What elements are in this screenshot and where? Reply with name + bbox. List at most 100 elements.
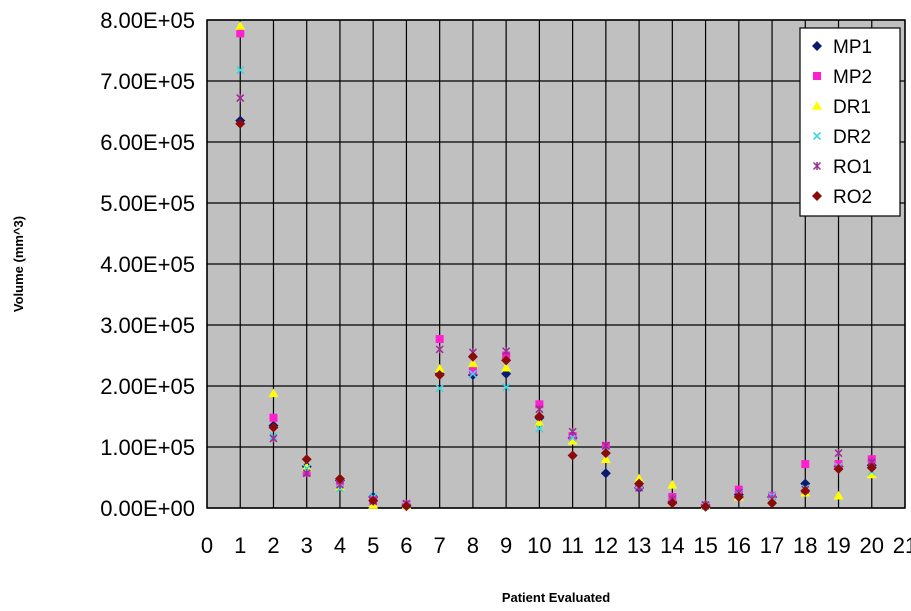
point-dr1-8 bbox=[467, 358, 478, 368]
x-tick-label: 12 bbox=[594, 533, 618, 558]
point-ro2-12 bbox=[600, 448, 611, 459]
x-tick-label: 21 bbox=[893, 533, 911, 558]
point-ro1-19 bbox=[834, 449, 843, 458]
legend-label-mp1: MP1 bbox=[833, 37, 872, 58]
point-dr1-2 bbox=[268, 388, 279, 398]
legend-label-ro2: RO2 bbox=[833, 187, 872, 208]
point-ro2-9 bbox=[501, 355, 512, 366]
legend-marker-mp2 bbox=[813, 72, 821, 80]
point-dr1-20 bbox=[866, 469, 877, 479]
x-tick-label: 4 bbox=[334, 533, 346, 558]
y-tick-label: 0.00E+00 bbox=[100, 496, 195, 521]
point-dr1-11 bbox=[567, 435, 578, 445]
point-ro2-20 bbox=[866, 462, 877, 473]
y-axis-title: Volume (mm^3) bbox=[11, 216, 26, 312]
point-ro2-11 bbox=[567, 450, 578, 461]
point-ro2-5 bbox=[368, 495, 379, 506]
y-tick-label: 8.00E+05 bbox=[100, 8, 195, 33]
y-tick-label: 5.00E+05 bbox=[100, 191, 195, 216]
legend-marker-mp1 bbox=[812, 41, 822, 51]
x-tick-label: 15 bbox=[693, 533, 717, 558]
x-tick-label: 18 bbox=[793, 533, 817, 558]
point-dr1-7 bbox=[434, 363, 445, 373]
point-ro2-16 bbox=[733, 492, 744, 503]
x-tick-label: 8 bbox=[467, 533, 479, 558]
point-dr2-7 bbox=[435, 384, 444, 393]
legend-label-dr2: DR2 bbox=[833, 127, 871, 148]
point-dr1-12 bbox=[600, 454, 611, 463]
point-dr1-3 bbox=[301, 462, 312, 471]
point-ro2-14 bbox=[667, 498, 678, 509]
x-tick-label: 17 bbox=[760, 533, 784, 558]
point-ro2-10 bbox=[534, 411, 545, 422]
x-tick-label: 11 bbox=[561, 533, 584, 558]
y-tick-labels: 0.00E+00 1.00E+05 2.00E+05 3.00E+05 4.00E+05… bbox=[100, 8, 195, 521]
y-tick-label: 6.00E+05 bbox=[100, 130, 195, 155]
point-mp2-1 bbox=[236, 29, 245, 38]
point-ro2-18 bbox=[800, 485, 811, 496]
x-tick-label: 7 bbox=[434, 533, 446, 558]
legend-marker-ro1 bbox=[812, 161, 822, 171]
x-tick-label: 3 bbox=[301, 533, 313, 558]
point-dr2-9 bbox=[502, 383, 511, 392]
point-ro2-6 bbox=[401, 501, 412, 512]
y-tick-label: 4.00E+05 bbox=[100, 252, 195, 277]
point-ro2-13 bbox=[634, 478, 645, 489]
point-ro1-7 bbox=[435, 345, 444, 354]
point-mp2-10 bbox=[535, 400, 544, 409]
x-tick-label: 5 bbox=[367, 533, 379, 558]
x-tick-label: 2 bbox=[267, 533, 279, 558]
point-ro2-8 bbox=[467, 351, 478, 362]
x-axis-title: Patient Evaluated bbox=[502, 590, 610, 605]
point-ro1-3 bbox=[302, 469, 311, 478]
point-ro2-19 bbox=[833, 463, 844, 474]
plot-border bbox=[206, 19, 906, 509]
point-dr1-14 bbox=[667, 479, 678, 489]
legend-marker-ro2 bbox=[812, 191, 822, 201]
y-tick-label: 7.00E+05 bbox=[100, 69, 195, 94]
legend-box bbox=[799, 27, 901, 217]
gridlines bbox=[206, 19, 906, 509]
point-ro1-2 bbox=[269, 434, 278, 443]
point-ro2-1 bbox=[235, 118, 246, 129]
x-tick-label: 10 bbox=[527, 533, 551, 558]
point-dr1-9 bbox=[501, 362, 512, 372]
y-tick-label: 2.00E+05 bbox=[100, 374, 195, 399]
point-mp2-8 bbox=[468, 366, 477, 375]
x-tick-label: 16 bbox=[727, 533, 751, 558]
legend-label-dr1: DR1 bbox=[833, 97, 871, 118]
x-tick-label: 19 bbox=[826, 533, 850, 558]
point-ro2-15 bbox=[700, 501, 711, 512]
x-tick-label: 6 bbox=[400, 533, 412, 558]
point-dr2-11 bbox=[568, 433, 577, 442]
x-tick-label: 14 bbox=[660, 533, 684, 558]
point-dr1-19 bbox=[833, 490, 844, 500]
x-tick-label: 13 bbox=[627, 533, 651, 558]
point-ro1-9 bbox=[502, 347, 511, 356]
y-tick-label: 1.00E+05 bbox=[100, 435, 195, 460]
point-dr2-8 bbox=[468, 369, 477, 378]
point-mp2-2 bbox=[269, 413, 278, 422]
point-ro2-3 bbox=[301, 454, 312, 465]
point-mp2-18 bbox=[801, 460, 810, 469]
legend-marker-dr2 bbox=[812, 131, 822, 141]
point-dr2-10 bbox=[535, 424, 544, 433]
x-tick-label: 9 bbox=[500, 533, 512, 558]
point-ro2-2 bbox=[268, 422, 279, 433]
point-ro2-7 bbox=[434, 370, 445, 381]
x-tick-label: 20 bbox=[860, 533, 884, 558]
point-dr1-13 bbox=[634, 473, 645, 483]
legend: MP1 MP2 DR1 DR2 RO1 RO2 bbox=[799, 27, 901, 217]
point-dr1-1 bbox=[235, 21, 246, 30]
point-dr2-1 bbox=[236, 65, 245, 75]
point-ro2-4 bbox=[334, 473, 345, 484]
x-tick-label: 0 bbox=[201, 533, 213, 558]
point-ro2-17 bbox=[767, 498, 778, 509]
x-tick-label: 1 bbox=[234, 533, 246, 558]
legend-label-mp2: MP2 bbox=[833, 67, 872, 88]
point-mp2-7 bbox=[435, 335, 444, 344]
y-tick-label: 3.00E+05 bbox=[100, 313, 195, 338]
point-dr1-10 bbox=[534, 417, 545, 427]
point-ro1-1 bbox=[236, 94, 245, 103]
